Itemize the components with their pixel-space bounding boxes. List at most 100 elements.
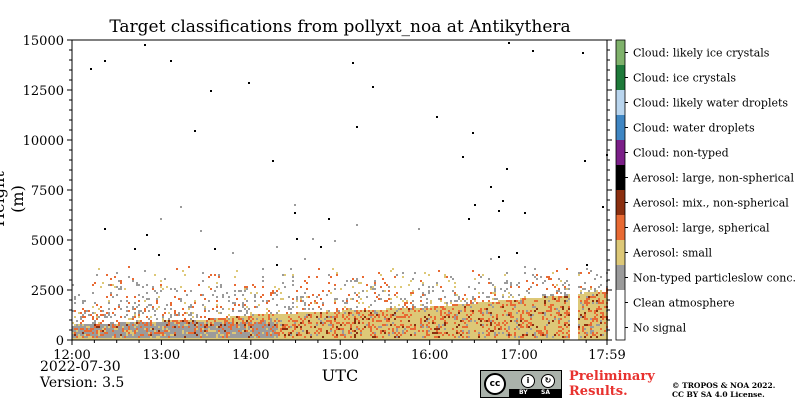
classification-cell	[486, 318, 488, 320]
classification-cell	[170, 60, 172, 62]
classification-cell	[524, 322, 526, 324]
classification-cell	[168, 338, 170, 340]
classification-cell	[302, 326, 304, 328]
classification-cell	[378, 320, 380, 322]
classification-cell	[118, 324, 120, 326]
classification-cell	[368, 312, 370, 314]
classification-cell	[254, 286, 256, 288]
classification-cell	[430, 336, 432, 338]
classification-cell	[550, 296, 552, 298]
classification-cell	[342, 336, 344, 338]
classification-cell	[248, 328, 250, 330]
classification-cell	[158, 306, 160, 308]
classification-cell	[390, 334, 392, 336]
classification-cell	[456, 300, 458, 302]
classification-cell	[538, 306, 540, 308]
x-tick-label: 17:59	[588, 348, 625, 363]
classification-cell	[436, 336, 438, 338]
classification-cell	[584, 318, 586, 320]
classification-cell	[554, 316, 556, 318]
classification-cell	[276, 246, 278, 248]
classification-cell	[236, 316, 238, 318]
classification-cell	[352, 286, 354, 288]
classification-cell	[194, 336, 196, 338]
classification-cell	[546, 308, 548, 310]
classification-cell	[526, 336, 528, 338]
classification-cell	[464, 318, 466, 320]
classification-cell	[490, 258, 492, 260]
classification-cell	[372, 286, 374, 288]
classification-cell	[84, 338, 86, 340]
classification-cell	[564, 296, 566, 298]
classification-cell	[446, 330, 448, 332]
classification-cell	[308, 328, 310, 330]
classification-cell	[74, 310, 76, 312]
classification-cell	[322, 312, 324, 314]
classification-cell	[552, 320, 554, 322]
classification-cell	[312, 338, 314, 340]
classification-cell	[534, 326, 536, 328]
classification-cell	[118, 288, 120, 290]
classification-cell	[518, 324, 520, 326]
classification-cell	[474, 304, 476, 306]
classification-cell	[402, 336, 404, 338]
classification-cell	[220, 286, 222, 288]
classification-cell	[510, 338, 512, 340]
classification-cell	[582, 326, 584, 328]
classification-cell	[526, 300, 528, 302]
classification-cell	[488, 312, 490, 314]
classification-cell	[328, 218, 330, 220]
classification-cell	[492, 320, 494, 322]
classification-cell	[238, 332, 240, 334]
legend-border	[615, 39, 626, 341]
classification-cell	[176, 336, 178, 338]
classification-cell	[240, 326, 242, 328]
classification-cell	[596, 332, 598, 334]
classification-cell	[378, 328, 380, 330]
classification-cell	[170, 314, 172, 316]
classification-cell	[482, 328, 484, 330]
classification-cell	[282, 298, 284, 300]
classification-cell	[220, 330, 222, 332]
classification-cell	[578, 286, 580, 288]
classification-cell	[470, 334, 472, 336]
classification-cell	[100, 314, 102, 316]
classification-cell	[222, 322, 224, 324]
classification-cell	[184, 326, 186, 328]
classification-cell	[408, 320, 410, 322]
classification-cell	[210, 338, 212, 340]
classification-cell	[186, 322, 188, 324]
classification-cell	[476, 316, 478, 318]
classification-cell	[486, 308, 488, 310]
classification-cell	[598, 286, 600, 288]
classification-cell	[368, 338, 370, 340]
classification-cell	[498, 304, 500, 306]
classification-cell	[522, 324, 524, 326]
classification-cell	[168, 318, 170, 320]
classification-cell	[236, 318, 238, 320]
classification-cell	[462, 304, 464, 306]
classification-cell	[350, 326, 352, 328]
classification-cell	[556, 296, 558, 298]
classification-cell	[234, 324, 236, 326]
classification-cell	[372, 324, 374, 326]
classification-cell	[580, 310, 582, 312]
classification-cell	[554, 300, 556, 302]
classification-cell	[170, 336, 172, 338]
classification-cell	[518, 326, 520, 328]
classification-cell	[204, 324, 206, 326]
classification-cell	[106, 334, 108, 336]
classification-cell	[602, 300, 604, 302]
classification-cell	[544, 302, 546, 304]
classification-cell	[470, 318, 472, 320]
classification-cell	[294, 314, 296, 316]
classification-cell	[420, 318, 422, 320]
classification-cell	[262, 334, 264, 336]
classification-cell	[254, 318, 256, 320]
classification-cell	[230, 330, 232, 332]
classification-cell	[430, 328, 432, 330]
classification-cell	[354, 328, 356, 330]
classification-cell	[348, 334, 350, 336]
classification-cell	[434, 306, 436, 308]
classification-cell	[314, 330, 316, 332]
